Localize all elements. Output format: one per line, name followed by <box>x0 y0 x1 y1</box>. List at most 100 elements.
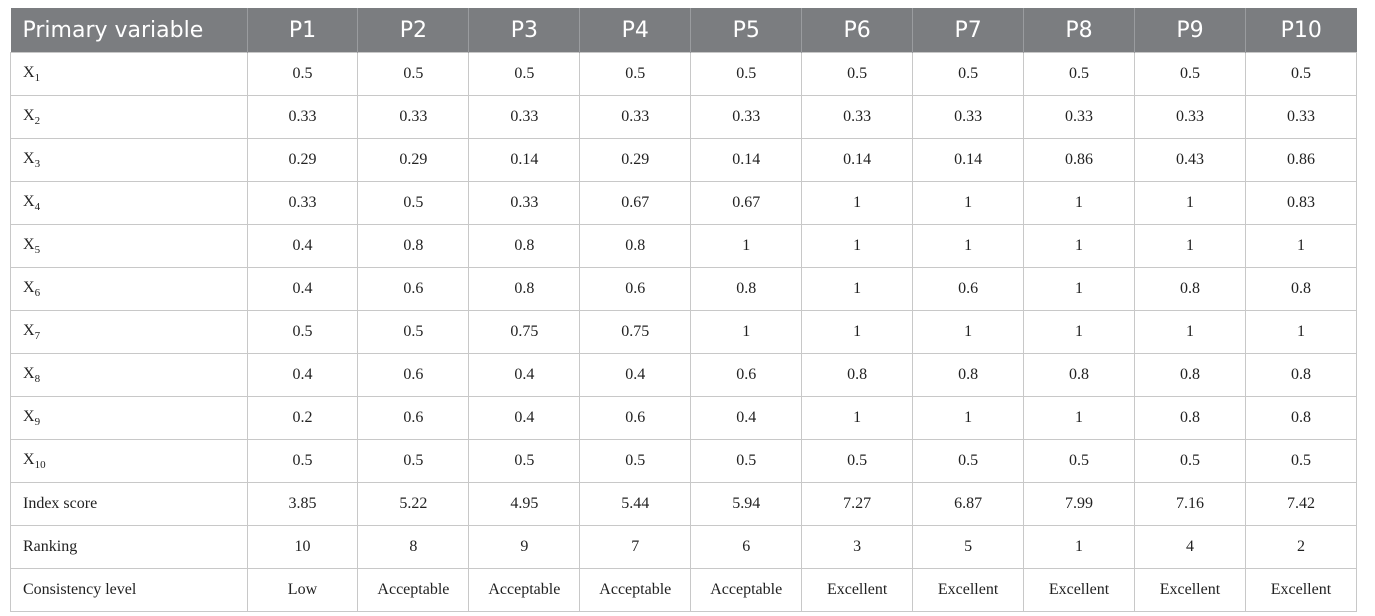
table-cell: 0.5 <box>357 310 470 354</box>
table-cell: 0.5 <box>1134 52 1246 96</box>
table-cell: 7.16 <box>1134 482 1246 526</box>
table-cell: 2 <box>1244 525 1358 569</box>
table-cell: 1 <box>912 396 1025 440</box>
table-cell: 0.29 <box>357 138 470 182</box>
table-header: Primary variable P1 P2 P3 P4 P5 P6 P7 P8 P9 P10 <box>10 8 1357 53</box>
table-cell: 0.4 <box>246 224 359 268</box>
table-row: X2 0.33 0.33 0.33 0.33 0.33 0.33 0.33 0.33 0.33 0.… <box>10 95 1358 139</box>
table-row: X4 0.33 0.5 0.33 0.67 0.67 1 1 1 1 0.83 <box>10 181 1358 225</box>
table-cell: 5 <box>912 525 1025 569</box>
header-cell: P8 <box>1023 8 1135 53</box>
table-cell: 0.33 <box>468 95 581 139</box>
table-cell: 1 <box>801 224 914 268</box>
table-cell: 6.87 <box>912 482 1025 526</box>
table-cell: 7.27 <box>801 482 914 526</box>
table-cell: 0.5 <box>1244 439 1358 483</box>
table-row: X7 0.5 0.5 0.75 0.75 1 1 1 1 1 1 <box>10 310 1358 354</box>
header-cell: P6 <box>801 8 913 53</box>
header-row: Primary variable P1 P2 P3 P4 P5 P6 P7 P8 P9 P10 <box>10 8 1357 53</box>
table-row: X1 0.5 0.5 0.5 0.5 0.5 0.5 0.5 0.5 0.5 0.5 <box>10 52 1358 96</box>
row-label-subscript: 5 <box>34 244 41 257</box>
table-cell: 3 <box>801 525 914 569</box>
table-cell: 0.33 <box>357 95 470 139</box>
table-cell: 0.8 <box>1134 396 1246 440</box>
row-label-subscript: 1 <box>34 72 41 85</box>
table-cell: 1 <box>1023 310 1135 354</box>
table-cell: 0.75 <box>468 310 581 354</box>
table-cell: 0.43 <box>1134 138 1246 182</box>
table-cell: 0.4 <box>246 267 359 311</box>
row-label-cell: X2 <box>10 95 248 139</box>
header-cell: P4 <box>579 8 691 53</box>
row-label-cell: X3 <box>10 138 248 182</box>
table-cell: 0.8 <box>357 224 470 268</box>
table-cell: 0.6 <box>357 267 470 311</box>
table-cell: 0.5 <box>468 439 581 483</box>
table-cell: 1 <box>801 310 914 354</box>
row-label: X <box>23 192 35 210</box>
row-label-cell: Index score <box>10 482 248 526</box>
table-cell: 0.86 <box>1023 138 1135 182</box>
table-cell: Excellent <box>801 568 914 612</box>
table-cell: 0.8 <box>579 224 692 268</box>
header-cell: P9 <box>1134 8 1246 53</box>
table-cell: 0.8 <box>1244 396 1358 440</box>
table-cell: Acceptable <box>579 568 692 612</box>
table-cell: 1 <box>1023 267 1135 311</box>
header-cell: P7 <box>912 8 1024 53</box>
row-label: X <box>23 278 35 296</box>
table-cell: 1 <box>1134 310 1246 354</box>
table-cell: Excellent <box>1023 568 1135 612</box>
table-cell: 0.5 <box>246 52 359 96</box>
row-label: X <box>23 149 35 167</box>
table-cell: 0.14 <box>468 138 581 182</box>
table-cell: 0.14 <box>912 138 1025 182</box>
table-cell: 0.5 <box>468 52 581 96</box>
table-row: Ranking 10 8 9 7 6 3 5 1 4 2 <box>10 525 1358 569</box>
table-cell: Excellent <box>912 568 1025 612</box>
table-cell: 1 <box>801 396 914 440</box>
row-label-subscript: 6 <box>34 287 41 300</box>
row-label-cell: X4 <box>10 181 248 225</box>
table-cell: 0.33 <box>246 181 359 225</box>
table-cell: 0.6 <box>579 396 692 440</box>
row-label-cell: X9 <box>10 396 248 440</box>
header-cell: Primary variable <box>10 8 247 53</box>
table-cell: 1 <box>801 267 914 311</box>
row-label-cell: Consistency level <box>10 568 248 612</box>
table-cell: 0.5 <box>912 439 1025 483</box>
table-cell: 7.99 <box>1023 482 1135 526</box>
row-label-subscript: 9 <box>34 416 41 429</box>
table-cell: 0.4 <box>246 353 359 397</box>
table-cell: Acceptable <box>357 568 470 612</box>
table-cell: 0.8 <box>690 267 803 311</box>
table-row: X10 0.5 0.5 0.5 0.5 0.5 0.5 0.5 0.5 0.5 0.5 <box>10 439 1358 483</box>
table-cell: 6 <box>690 525 803 569</box>
table-cell: 1 <box>1023 224 1135 268</box>
table-cell: 0.5 <box>357 439 470 483</box>
row-label: X <box>23 364 35 382</box>
table-cell: 1 <box>1023 525 1135 569</box>
table-cell: 5.44 <box>579 482 692 526</box>
table-cell: 0.14 <box>690 138 803 182</box>
table-cell: 0.6 <box>912 267 1025 311</box>
table-cell: 4 <box>1134 525 1246 569</box>
table-cell: 0.5 <box>1023 52 1135 96</box>
table-cell: 0.67 <box>579 181 692 225</box>
table-cell: 0.33 <box>468 181 581 225</box>
table-cell: 0.29 <box>579 138 692 182</box>
table-cell: 7 <box>579 525 692 569</box>
table-cell: 0.33 <box>801 95 914 139</box>
row-label-cell: X6 <box>10 267 248 311</box>
table-cell: 1 <box>912 224 1025 268</box>
row-label: X <box>23 321 35 339</box>
row-label-cell: X8 <box>10 353 248 397</box>
row-label-cell: X5 <box>10 224 248 268</box>
header-cell: P10 <box>1244 8 1357 53</box>
table-cell: 0.6 <box>357 353 470 397</box>
row-label-subscript: 7 <box>34 330 41 343</box>
table-cell: 0.83 <box>1244 181 1358 225</box>
row-label-subscript: 3 <box>34 158 41 171</box>
row-label-cell: Ranking <box>10 525 248 569</box>
table-cell: 0.8 <box>1134 267 1246 311</box>
